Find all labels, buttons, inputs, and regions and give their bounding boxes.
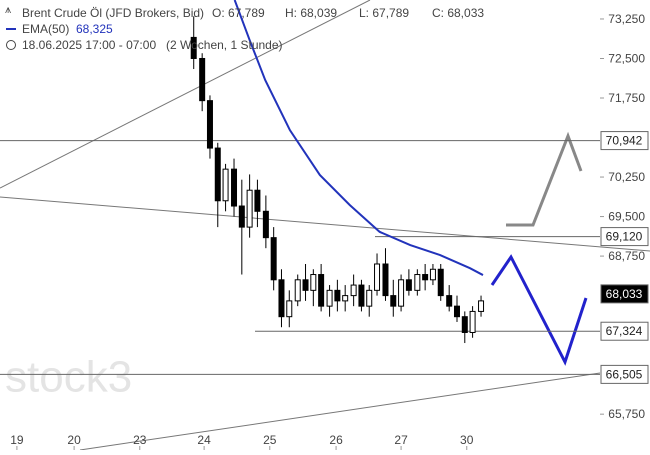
candle-body bbox=[350, 284, 357, 297]
projection-down bbox=[490, 254, 588, 366]
price-label: 68,033 bbox=[606, 287, 643, 301]
y-tick-label: 65,750 bbox=[608, 407, 645, 421]
candle-body bbox=[390, 295, 397, 307]
candle-body bbox=[414, 274, 421, 291]
x-tick-label: 20 bbox=[67, 433, 81, 447]
legend-label: EMA(50) bbox=[22, 22, 69, 36]
price-label: 70,942 bbox=[606, 134, 643, 148]
candle-body bbox=[334, 289, 341, 302]
projection-up bbox=[506, 131, 583, 227]
candle-body bbox=[214, 147, 221, 202]
candle-body bbox=[446, 295, 453, 307]
y-tick-label: 68,750 bbox=[608, 249, 645, 263]
candle-body bbox=[238, 205, 245, 228]
price-label: 69,120 bbox=[606, 230, 643, 244]
candle-body bbox=[231, 168, 238, 207]
price-label: 67,324 bbox=[606, 324, 643, 338]
candle-body bbox=[358, 284, 365, 307]
title: Brent Crude Öl (JFD Brokers, Bid) bbox=[22, 6, 204, 20]
candle-body bbox=[302, 279, 309, 291]
candle-body bbox=[262, 210, 269, 239]
candle-body bbox=[326, 289, 333, 307]
candle-body bbox=[190, 36, 197, 59]
candle-body bbox=[294, 279, 301, 302]
ema-line bbox=[233, 0, 484, 276]
price-box bbox=[600, 364, 649, 384]
readout: L: 67,789 bbox=[359, 6, 409, 20]
x-tick-label: 30 bbox=[460, 433, 474, 447]
legend-value: 68,325 bbox=[76, 22, 113, 36]
candle-body bbox=[310, 274, 317, 291]
x-tick-label: 24 bbox=[197, 433, 211, 447]
candle-body bbox=[398, 279, 405, 307]
candle-body bbox=[286, 300, 293, 318]
candle-body bbox=[246, 189, 253, 228]
candle-body bbox=[382, 263, 389, 297]
clock-icon bbox=[6, 40, 16, 50]
candle-body bbox=[469, 310, 476, 333]
price-box bbox=[600, 131, 649, 151]
candle-body bbox=[461, 316, 468, 333]
x-tick-label: 19 bbox=[10, 433, 24, 447]
candle-body bbox=[366, 289, 373, 307]
x-tick-label: 27 bbox=[394, 433, 408, 447]
legend: ⩚ Brent Crude Öl (JFD Brokers, Bid) O: 6… bbox=[5, 4, 484, 52]
y-tick-label: 73,250 bbox=[608, 12, 645, 26]
candle-body bbox=[405, 279, 412, 291]
candle-body bbox=[422, 274, 429, 281]
candle-body bbox=[206, 100, 213, 149]
trend-line bbox=[0, 0, 371, 189]
candle-body bbox=[374, 263, 381, 291]
price-label: 66,505 bbox=[606, 367, 643, 381]
trend-line bbox=[79, 372, 601, 451]
icon: ⩚ bbox=[5, 4, 11, 16]
period: 18.06.2025 17:00 - 07:00 bbox=[22, 38, 156, 52]
candle-body bbox=[254, 189, 261, 212]
candle-body bbox=[429, 268, 436, 281]
price-box bbox=[600, 284, 649, 304]
y-tick-label: 71,750 bbox=[608, 91, 645, 105]
candle-body bbox=[437, 268, 444, 297]
candle-body bbox=[453, 305, 460, 318]
y-tick-label: 72,500 bbox=[608, 51, 645, 65]
candle-body bbox=[199, 57, 206, 102]
candle-body bbox=[222, 168, 229, 202]
x-tick-label: 25 bbox=[263, 433, 277, 447]
x-tick-label: 26 bbox=[329, 433, 343, 447]
range: (2 Wochen, 1 Stunde) bbox=[166, 38, 283, 52]
readout: H: 68,039 bbox=[285, 6, 337, 20]
y-tick-label: 69,500 bbox=[608, 210, 645, 224]
x-tick-label: 23 bbox=[133, 433, 147, 447]
price-box bbox=[600, 227, 649, 247]
candle-body bbox=[270, 237, 277, 281]
candle-body bbox=[278, 279, 285, 318]
candle-body bbox=[478, 300, 485, 312]
price-box bbox=[600, 321, 649, 341]
readout: O: 67,789 bbox=[212, 6, 265, 20]
watermark: stock3 bbox=[5, 353, 132, 402]
trend-line bbox=[0, 196, 650, 252]
candle-body bbox=[318, 274, 325, 307]
readout: C: 68,033 bbox=[432, 6, 484, 20]
y-tick-label: 70,250 bbox=[608, 170, 645, 184]
candle-body bbox=[342, 295, 349, 302]
